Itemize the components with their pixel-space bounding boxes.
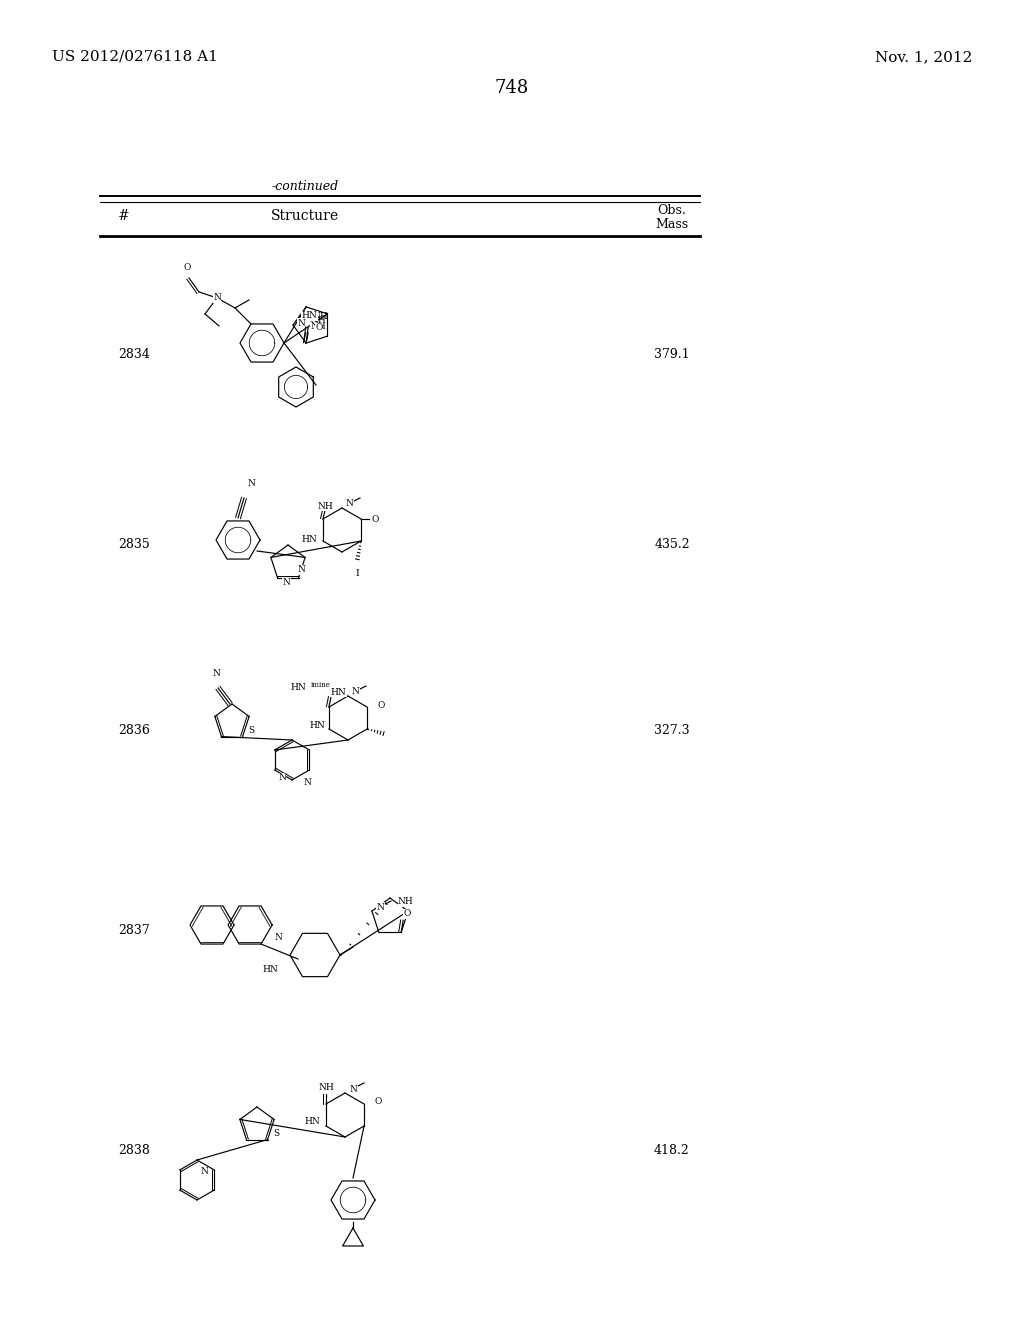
Text: NH: NH	[312, 312, 328, 321]
Text: S: S	[273, 1130, 280, 1138]
Text: I: I	[355, 569, 358, 578]
Text: O: O	[183, 263, 190, 272]
Text: N: N	[283, 578, 291, 587]
Text: N: N	[213, 293, 221, 302]
Text: NH: NH	[310, 315, 326, 325]
Text: O: O	[403, 909, 411, 919]
Text: 748: 748	[495, 79, 529, 96]
Text: -continued: -continued	[271, 180, 339, 193]
Text: imine: imine	[311, 681, 331, 689]
Text: N: N	[279, 774, 286, 783]
Text: NH: NH	[318, 1082, 334, 1092]
Text: N: N	[247, 479, 255, 488]
Text: N: N	[297, 318, 305, 327]
Text: HN: HN	[309, 721, 325, 730]
Text: NH: NH	[398, 898, 414, 907]
Text: O: O	[374, 1097, 381, 1106]
Text: HN: HN	[331, 688, 347, 697]
Text: HN: HN	[304, 1118, 319, 1126]
Text: HN: HN	[290, 684, 306, 693]
Text: N: N	[352, 688, 359, 697]
Text: 327.3: 327.3	[654, 723, 690, 737]
Text: N: N	[303, 777, 311, 787]
Text: N: N	[350, 1085, 357, 1093]
Text: N: N	[377, 903, 385, 912]
Text: US 2012/0276118 A1: US 2012/0276118 A1	[52, 50, 218, 63]
Text: 418.2: 418.2	[654, 1143, 690, 1156]
Text: N: N	[346, 499, 354, 508]
Text: NH: NH	[310, 322, 326, 331]
Text: Structure: Structure	[271, 209, 339, 223]
Text: #: #	[118, 209, 130, 223]
Text: S: S	[248, 726, 254, 735]
Text: NH: NH	[317, 502, 333, 511]
Text: 2836: 2836	[118, 723, 150, 737]
Text: O: O	[377, 701, 384, 710]
Text: Nov. 1, 2012: Nov. 1, 2012	[874, 50, 972, 63]
Text: O: O	[315, 323, 323, 331]
Text: N: N	[201, 1167, 208, 1176]
Text: N: N	[212, 669, 220, 678]
Text: HN: HN	[302, 312, 317, 321]
Text: HN: HN	[262, 965, 278, 974]
Text: Mass: Mass	[655, 219, 688, 231]
Text: Obs.: Obs.	[657, 203, 686, 216]
Text: 2834: 2834	[118, 348, 150, 362]
Text: 435.2: 435.2	[654, 539, 690, 552]
Text: N: N	[274, 933, 282, 942]
Text: 2837: 2837	[118, 924, 150, 936]
Text: 379.1: 379.1	[654, 348, 690, 362]
Text: 2838: 2838	[118, 1143, 150, 1156]
Text: O: O	[371, 515, 379, 524]
Text: N: N	[297, 565, 305, 574]
Text: 2835: 2835	[118, 539, 150, 552]
Text: HN: HN	[301, 535, 317, 544]
